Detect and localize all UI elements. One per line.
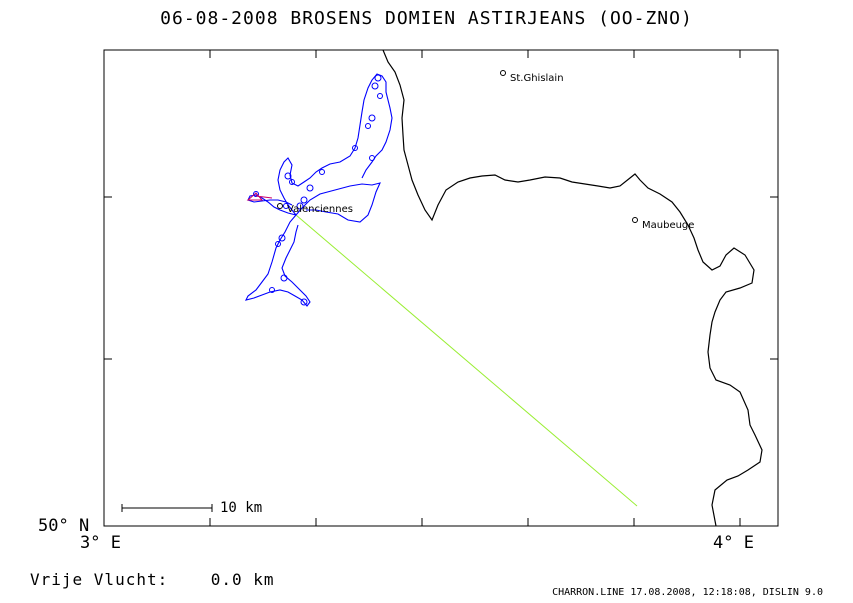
- y-axis-label-bottom: 50° N: [38, 516, 90, 536]
- axis-ticks: [104, 50, 778, 526]
- svg-text:Maubeuge: Maubeuge: [642, 220, 694, 231]
- svg-text:Valenciennes: Valenciennes: [287, 204, 353, 215]
- country-border: [382, 49, 763, 527]
- flight-track: [244, 73, 393, 307]
- track-circling: [253, 74, 383, 306]
- plot-source-info: CHARRON.LINE 17.08.2008, 12:18:08, DISLI…: [552, 587, 823, 598]
- free-flight-distance: Vrije Vlucht: 0.0 km: [30, 570, 275, 589]
- start-marker: [246, 192, 273, 201]
- x-axis-label-left: 3° E: [80, 533, 121, 553]
- town-maubeuge: Maubeuge: [632, 217, 694, 231]
- x-axis-label-right: 4° E: [713, 533, 754, 553]
- scale-bar: [121, 504, 213, 512]
- scale-bar-label: 10 km: [220, 500, 263, 516]
- svg-text:St.Ghislain: St.Ghislain: [510, 73, 564, 84]
- town-valenciennes: Valenciennes: [277, 203, 353, 215]
- map-title: 06-08-2008 BROSENS DOMIEN ASTIRJEANS (OO…: [160, 8, 693, 29]
- town-st-ghislain: St.Ghislain: [500, 70, 564, 84]
- map-frame: [103, 49, 779, 527]
- straight-line-to-goal: [295, 214, 638, 507]
